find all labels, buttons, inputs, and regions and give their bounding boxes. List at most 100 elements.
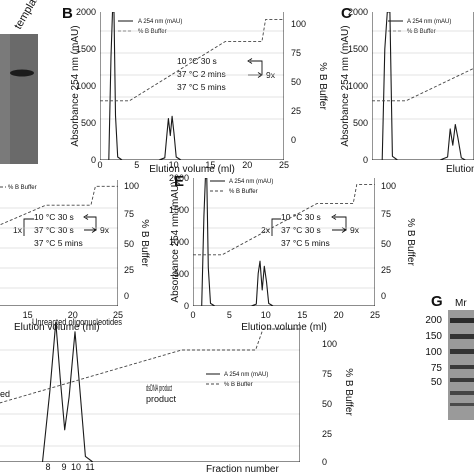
x-axis-label: Elution volume (ml) (241, 322, 327, 333)
program-loop-arrow (84, 216, 97, 231)
gel-lane-highlight (0, 34, 10, 164)
series-marks (193, 178, 375, 306)
gel-band (10, 69, 34, 77)
gel-label: template (12, 0, 43, 32)
y2-tick-label: 25 (124, 265, 134, 275)
panel-d: % B Buffer Elution volume (ml) % B Buffe… (0, 185, 150, 333)
x-tick-label: 10 (71, 462, 81, 472)
y2-tick-label: 25 (381, 265, 391, 275)
legend-label-buffer: % B Buffer (224, 382, 253, 388)
gridlines (0, 207, 118, 289)
marker-band (450, 365, 474, 369)
x-tick-label: 25 (370, 310, 380, 320)
x-tick-label: 10 (261, 310, 271, 320)
y2-tick-label: 25 (322, 429, 332, 439)
y2-tick-label: 50 (124, 239, 134, 249)
series-line-buffer (0, 328, 300, 404)
chart-b: 0 500 1000 1500 2000 0 5 10 15 20 25 0 25 50 75 100 (76, 7, 306, 170)
y-tick-label: 1500 (76, 44, 96, 54)
x-tick-label: 15 (23, 310, 33, 320)
y2-tick-label: 75 (381, 209, 391, 219)
y2-tick-label: 0 (381, 291, 386, 301)
y2-tick-label: 100 (322, 339, 337, 349)
program-loop-arrowhead (247, 58, 253, 64)
tick-labels: 8 9 10 11 0 25 50 75 100 (45, 339, 337, 472)
marker-band (450, 391, 474, 395)
series-line-a254 (100, 12, 284, 160)
marker-label: 200 (425, 315, 442, 326)
x-tick-label: 11 (85, 462, 94, 472)
y2-tick-label: 75 (291, 48, 301, 58)
x-axis-label: Elution volume (ml) (14, 322, 100, 333)
marker-label: 75 (431, 363, 443, 374)
y-tick-label: 1500 (169, 205, 189, 215)
y2-axis-label: % B Buffer (139, 219, 150, 267)
marker-label: 50 (431, 377, 443, 388)
legend-label-buffer: % B Buffer (8, 185, 37, 191)
y2-axis-label: % B Buffer (343, 368, 354, 416)
x-tick-label: 25 (113, 310, 123, 320)
y-tick-label: 500 (353, 118, 368, 128)
y2-tick-label: 75 (124, 209, 134, 219)
program-repeat-count: 9x (350, 225, 360, 235)
x-tick-label: 20 (242, 160, 252, 170)
x-tick-label: 0 (97, 160, 102, 170)
marker-label: 100 (425, 347, 442, 358)
x-tick-label: 9 (61, 462, 66, 472)
panel-letter: E (174, 173, 184, 190)
program-step-1: 10 °C 30 s (34, 212, 74, 222)
y2-tick-label: 100 (124, 181, 139, 191)
x-tick-label: 10 (169, 160, 179, 170)
y2-tick-label: 50 (291, 77, 301, 87)
y-tick-label: 500 (174, 269, 189, 279)
x-tick-label: 20 (334, 310, 344, 320)
program-step-3: 37 °C 5 mins (281, 238, 330, 248)
tick-labels: 2000 1500 1000 500 0 (348, 7, 368, 165)
annotation-unreacted-label: Unreacted oligonucleotides (32, 317, 122, 327)
panel-e: E Absorbance 254 nm (mAU) % B Buffer Elu… (170, 173, 416, 333)
y2-tick-label: 0 (322, 457, 327, 467)
series-line-a254 (0, 305, 118, 306)
series-marks (372, 12, 474, 160)
series-line-a254 (193, 178, 375, 306)
program-repeat-count: 9x (100, 225, 110, 235)
x-axis-label: Elution volume (ml) (446, 164, 474, 175)
legend-label-buffer: % B Buffer (407, 29, 436, 35)
y2-tick-label: 25 (291, 106, 301, 116)
marker-bands (450, 318, 474, 406)
x-tick-label: 5 (134, 160, 139, 170)
y-tick-label: 0 (363, 155, 368, 165)
gridlines (193, 207, 375, 289)
legend-label-buffer: % B Buffer (229, 189, 258, 195)
y-axis-label: Absorbance 254 nm (mAU) (340, 25, 351, 146)
marker-band (450, 318, 474, 323)
marker-band (450, 403, 474, 406)
legend-label-a254: A 254 nm (mAU) (224, 372, 268, 378)
program-step-3: 37 °C 5 mins (34, 238, 83, 248)
program-step-2: 37 °C 30 s (281, 225, 321, 235)
x-tick-label: 15 (205, 160, 215, 170)
y-tick-label: 1000 (348, 81, 368, 91)
x-tick-label: 20 (68, 310, 78, 320)
marker-band (450, 378, 474, 382)
series-marks (100, 12, 284, 160)
y2-tick-label: 100 (291, 19, 306, 29)
program-inner-bracket (271, 218, 281, 236)
gridlines (100, 30, 284, 120)
panel-letter: B (62, 5, 73, 22)
panel-letter: C (341, 5, 352, 22)
gel-panel: template (0, 0, 44, 164)
legend-label-a254: A 254 nm (mAU) (229, 179, 273, 185)
program-repeat-arrowhead (341, 227, 347, 233)
legend: A 254 nm (mAU) % B Buffer (210, 179, 273, 195)
y-axis-label: Absorbance 254 nm (mAU) (70, 25, 81, 146)
program-loop-arrow (248, 60, 263, 76)
marker-band (450, 349, 474, 354)
program-step-1: 10 °C 30 s (281, 212, 321, 222)
program-loop-arrowhead (83, 214, 89, 220)
series-line-a254 (372, 12, 474, 160)
y2-tick-label: 100 (381, 181, 396, 191)
